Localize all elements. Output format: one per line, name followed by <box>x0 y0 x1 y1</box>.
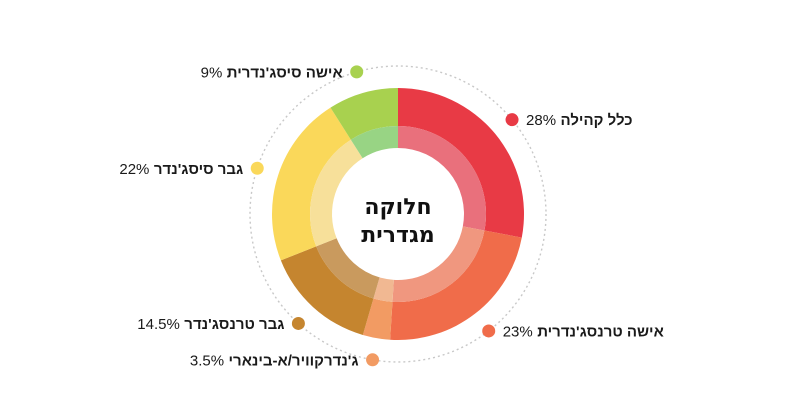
label-name-cis-woman: אישה סיסג'נדרית <box>227 64 343 81</box>
label-value-genderqueer: 3.5% <box>190 352 224 369</box>
slice-cis-man <box>272 107 351 261</box>
center-title-line-2: מגדרית <box>361 223 434 248</box>
slice-inner-community <box>398 126 487 231</box>
outer-ring <box>272 88 524 340</box>
label-cis-man: 22% גבר סיסג'נדר <box>119 161 243 178</box>
marker-community <box>505 113 519 127</box>
label-community: 28% כלל קהילה <box>526 112 633 129</box>
marker-trans-man <box>291 316 305 330</box>
label-name-genderqueer: ג'נדרקוויר/א-בינארי <box>229 352 359 369</box>
legend-markers <box>250 65 519 367</box>
slice-trans-man <box>280 246 374 335</box>
label-value-cis-man: 22% <box>119 161 149 178</box>
label-value-trans-woman: 23% <box>503 323 533 340</box>
slice-inner-trans-woman <box>392 226 485 302</box>
slice-inner-genderqueer <box>373 277 394 302</box>
label-value-community: 28% <box>526 112 556 129</box>
legend-labels: 28% כלל קהילה 23% אישה טרנסג'נדרית 3.5% ג'… <box>119 64 663 369</box>
label-value-cis-woman: 9% <box>201 64 223 81</box>
slice-inner-cis-woman <box>350 126 398 159</box>
slice-community <box>398 88 524 238</box>
label-name-community: כלל קהילה <box>561 112 633 129</box>
label-value-trans-man: 14.5% <box>137 316 180 333</box>
label-cis-woman: 9% אישה סיסג'נדרית <box>201 64 343 81</box>
slice-trans-woman <box>390 230 522 340</box>
marker-genderqueer <box>366 353 380 367</box>
label-name-trans-man: גבר טרנסג'נדר <box>184 316 284 333</box>
label-name-trans-woman: אישה טרנסג'נדרית <box>537 323 664 340</box>
label-name-cis-man: גבר סיסג'נדר <box>154 161 243 178</box>
marker-trans-woman <box>482 324 496 338</box>
label-genderqueer: 3.5% ג'נדרקוויר/א-בינארי <box>190 352 359 369</box>
slice-genderqueer <box>362 298 393 340</box>
label-trans-man: 14.5% גבר טרנסג'נדר <box>137 316 284 333</box>
dotted-guide-circle <box>249 65 547 363</box>
slice-cis-woman <box>330 88 398 140</box>
marker-cis-woman <box>350 65 364 79</box>
label-trans-woman: 23% אישה טרנסג'נדרית <box>503 323 664 340</box>
inner-ring <box>310 126 487 302</box>
slice-inner-cis-man <box>310 139 363 247</box>
marker-cis-man <box>250 161 264 175</box>
slice-inner-trans-man <box>316 238 380 299</box>
center-title-line-1: חלוקה <box>364 195 431 220</box>
